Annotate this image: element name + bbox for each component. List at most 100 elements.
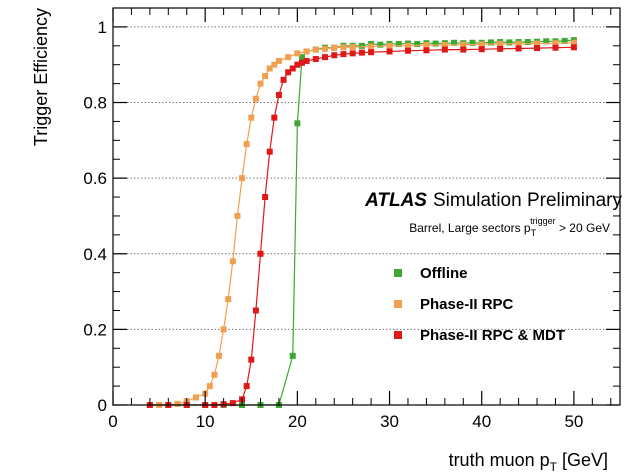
y-tick-label: 0.8 (83, 94, 107, 113)
data-point (451, 39, 458, 46)
legend-item: Phase-II RPC (394, 296, 514, 313)
data-point (312, 56, 319, 63)
data-point (515, 40, 522, 47)
data-point (441, 46, 448, 53)
series-phase-ii-rpc-mdt (146, 44, 577, 408)
data-point (174, 400, 181, 407)
x-tick-label: 0 (108, 412, 117, 431)
data-point (561, 37, 568, 44)
x-axis-title-unit: [GeV] (557, 450, 608, 470)
legend: Offline Phase-II RPC Phase-II RPC & MDT (394, 265, 565, 344)
data-point (192, 394, 199, 401)
data-point (552, 40, 559, 47)
data-point (206, 383, 213, 390)
y-axis-title: Trigger Efficiency (31, 8, 51, 146)
legend-item: Phase-II RPC & MDT (394, 327, 565, 344)
data-point (478, 41, 485, 48)
legend-label: Phase-II RPC & MDT (420, 327, 565, 344)
data-point (322, 54, 329, 61)
data-point (289, 65, 296, 72)
data-point (322, 45, 329, 52)
data-point (271, 114, 278, 121)
data-point (404, 42, 411, 49)
data-point (543, 38, 550, 45)
data-point (252, 95, 259, 102)
data-point (220, 326, 227, 333)
data-point (285, 69, 292, 76)
data-point (243, 141, 250, 148)
data-point (312, 46, 319, 53)
data-point (349, 43, 356, 50)
data-point (243, 383, 250, 390)
selection-suffix: > 20 GeV (556, 221, 610, 235)
x-tick-label: 20 (288, 412, 307, 431)
data-point (515, 45, 522, 52)
data-point (534, 45, 541, 52)
data-point (285, 54, 292, 61)
y-tick-label: 0.6 (83, 169, 107, 188)
data-point (275, 57, 282, 64)
x-axis-title: truth muon pT [GeV] (449, 450, 608, 473)
x-axis-title-main: truth muon p (449, 450, 550, 470)
data-point (460, 46, 467, 53)
atlas-label: ATLAS Simulation Preliminary (364, 190, 622, 211)
data-point (257, 80, 264, 87)
plot-frame (112, 7, 621, 406)
data-point (414, 40, 421, 47)
x-tick-label: 40 (472, 412, 491, 431)
data-point (570, 44, 577, 51)
legend-marker (394, 269, 402, 277)
data-point (524, 39, 531, 46)
data-point (289, 352, 296, 359)
selection-label: Barrel, Large sectors pTtrigger > 20 GeV (409, 216, 610, 238)
y-tick-label: 0 (98, 396, 107, 415)
data-point (271, 61, 278, 68)
data-point (368, 49, 375, 56)
selection-prefix: Barrel, Large sectors p (409, 221, 531, 235)
data-point (248, 356, 255, 363)
data-point (266, 148, 273, 155)
data-point (487, 39, 494, 46)
data-point (497, 40, 504, 47)
y-tick-label: 1 (98, 18, 107, 37)
simulation-preliminary-text: Simulation Preliminary (433, 190, 623, 211)
legend-marker (394, 331, 402, 339)
data-point (432, 40, 439, 47)
legend-label: Phase-II RPC (420, 296, 514, 313)
y-tick-label: 0.2 (83, 320, 107, 339)
data-point (294, 61, 301, 68)
data-point (229, 258, 236, 265)
data-point (395, 40, 402, 47)
data-point (340, 44, 347, 51)
data-point (368, 43, 375, 50)
data-point (506, 39, 513, 46)
data-point (303, 48, 310, 55)
legend-marker (394, 300, 402, 308)
data-point (349, 50, 356, 57)
data-point (252, 307, 259, 314)
x-axis-title-sub: T (550, 460, 558, 473)
data-point (280, 76, 287, 83)
legend-item: Offline (394, 265, 468, 282)
data-point (386, 42, 393, 49)
grid-lines (113, 26, 620, 330)
data-point (340, 51, 347, 58)
data-point (239, 175, 246, 182)
series-phase-ii-rpc (146, 39, 577, 408)
data-point (275, 91, 282, 98)
data-point (298, 59, 305, 66)
y-tick-label: 0.4 (83, 245, 107, 264)
data-point (386, 48, 393, 55)
data-point (552, 44, 559, 51)
data-point (234, 212, 241, 219)
data-point (225, 296, 232, 303)
data-point (248, 114, 255, 121)
data-point (211, 371, 218, 378)
data-point (460, 41, 467, 48)
axis-ticks: 00.20.40.60.810 10 20 30 40 50 (83, 8, 620, 431)
x-tick-label: 30 (380, 412, 399, 431)
data-point (216, 352, 223, 359)
data-point (257, 250, 264, 257)
data-point (423, 42, 430, 49)
